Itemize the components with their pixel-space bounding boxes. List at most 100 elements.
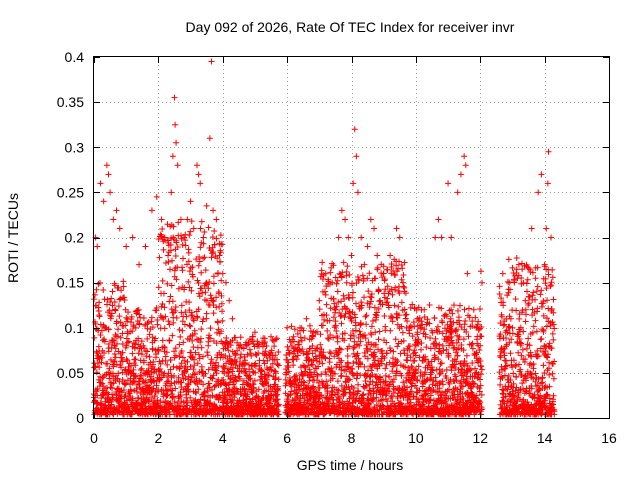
data-point xyxy=(156,254,163,261)
data-point xyxy=(138,374,145,381)
data-point-peak xyxy=(172,121,179,128)
data-point xyxy=(544,297,551,304)
data-point xyxy=(509,264,516,271)
data-point xyxy=(164,280,171,287)
data-point xyxy=(333,280,340,287)
data-point xyxy=(512,362,519,369)
data-point xyxy=(178,235,185,242)
data-point xyxy=(108,310,115,317)
data-point xyxy=(479,279,486,286)
data-point xyxy=(191,356,198,363)
data-point xyxy=(214,378,221,385)
data-point xyxy=(146,353,153,360)
data-point xyxy=(175,285,182,292)
data-point xyxy=(109,288,116,295)
data-point-peak xyxy=(448,234,455,241)
data-point xyxy=(193,390,200,397)
data-point xyxy=(91,296,98,303)
data-point-peak xyxy=(438,234,445,241)
data-point xyxy=(183,313,190,320)
data-point xyxy=(179,241,186,248)
data-point-peak xyxy=(335,234,342,241)
data-point xyxy=(194,360,201,367)
data-point xyxy=(368,323,375,330)
data-point xyxy=(164,361,171,368)
data-point-peak xyxy=(171,94,178,101)
data-point xyxy=(523,345,530,352)
data-point xyxy=(190,344,197,351)
data-point-peak xyxy=(197,180,204,187)
data-point xyxy=(171,372,178,379)
data-point xyxy=(219,317,226,324)
data-point xyxy=(205,285,212,292)
data-point xyxy=(210,280,217,287)
data-point xyxy=(210,298,217,305)
data-point-peak xyxy=(374,252,381,259)
data-point xyxy=(382,323,389,330)
data-point xyxy=(203,310,210,317)
data-point xyxy=(232,334,239,341)
data-point xyxy=(217,249,224,256)
data-point xyxy=(171,267,178,274)
data-point xyxy=(172,385,179,392)
data-point xyxy=(211,241,218,248)
x-tick-label: 6 xyxy=(283,430,291,446)
data-point xyxy=(119,349,126,356)
data-point xyxy=(200,381,207,388)
data-point xyxy=(549,274,556,281)
data-point xyxy=(100,287,107,294)
data-point xyxy=(206,279,213,286)
data-point xyxy=(218,328,225,335)
data-point xyxy=(511,279,518,286)
data-point xyxy=(129,350,136,357)
data-point-peak xyxy=(97,180,104,187)
data-point xyxy=(91,334,98,341)
data-point xyxy=(341,314,348,321)
data-point-peak xyxy=(528,225,535,232)
data-point xyxy=(140,315,147,322)
data-point xyxy=(509,330,516,337)
x-tick-label: 0 xyxy=(90,430,98,446)
data-point-peak xyxy=(174,162,181,169)
data-point xyxy=(176,393,183,400)
data-point xyxy=(105,348,112,355)
data-point xyxy=(119,330,126,337)
data-point-peak xyxy=(464,270,471,277)
data-points xyxy=(90,58,558,418)
data-point-peak xyxy=(187,198,194,205)
data-point xyxy=(122,366,129,373)
data-point xyxy=(369,317,376,324)
data-point xyxy=(505,256,512,263)
data-point xyxy=(404,357,411,364)
data-point-peak xyxy=(545,148,552,155)
data-point xyxy=(165,386,172,393)
data-point xyxy=(346,271,353,278)
data-point-peak xyxy=(203,202,210,209)
data-point xyxy=(201,254,208,261)
data-point xyxy=(309,332,316,339)
data-point xyxy=(167,356,174,363)
data-point xyxy=(168,282,175,289)
data-point-peak xyxy=(538,171,545,178)
data-point xyxy=(120,278,127,285)
data-point xyxy=(168,380,175,387)
data-point xyxy=(352,300,359,307)
data-point xyxy=(162,313,169,320)
data-point-peak xyxy=(548,234,555,241)
data-point xyxy=(389,360,396,367)
data-point xyxy=(160,290,167,297)
data-point xyxy=(110,380,117,387)
data-point-peak xyxy=(148,207,155,214)
data-point xyxy=(179,409,186,416)
data-point xyxy=(352,314,359,321)
data-point-peak xyxy=(371,225,378,232)
data-point xyxy=(263,342,270,349)
data-point xyxy=(125,364,132,371)
data-point-peak xyxy=(123,243,130,250)
data-point xyxy=(476,346,483,353)
data-point xyxy=(363,321,370,328)
data-point xyxy=(134,307,141,314)
data-point xyxy=(255,386,262,393)
data-point xyxy=(177,363,184,370)
data-point-peak xyxy=(303,315,310,322)
